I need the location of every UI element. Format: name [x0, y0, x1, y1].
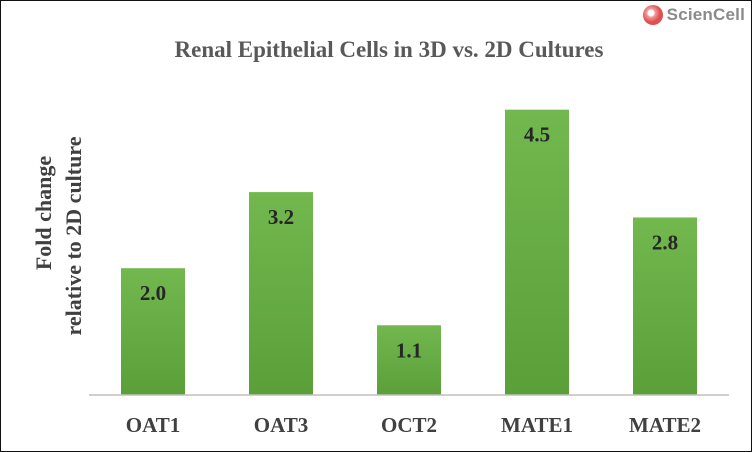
x-tick-label-mate1: MATE1 [501, 413, 573, 437]
x-tick-label-oat3: OAT3 [254, 413, 308, 437]
data-label-mate2: 2.8 [652, 230, 678, 254]
x-tick-label-mate2: MATE2 [629, 413, 701, 437]
data-label-oct2: 1.1 [396, 338, 422, 362]
sciencell-logo-icon [642, 5, 663, 25]
data-label-mate1: 4.5 [524, 123, 550, 147]
y-axis-label-line-2: relative to 2D culture [61, 136, 86, 335]
chart-title: Renal Epithelial Cells in 3D vs. 2D Cult… [175, 37, 604, 62]
data-label-oat3: 3.2 [268, 205, 294, 229]
x-tick-labels: OAT1 OAT3 OCT2 MATE1 MATE2 [126, 413, 701, 437]
data-label-oat1: 2.0 [140, 281, 166, 305]
bar-oat1 [121, 268, 185, 395]
bar-mate2 [633, 217, 697, 395]
sciencell-logo: ScienCell [642, 3, 745, 27]
bars-group: 2.0 3.2 1.1 4.5 2.8 [121, 109, 697, 396]
y-axis-label-line-1: Fold change [31, 156, 56, 271]
x-tick-label-oat1: OAT1 [126, 413, 180, 437]
x-tick-label-oct2: OCT2 [381, 413, 437, 437]
bar-mate1 [505, 109, 569, 396]
bar-oat3 [249, 192, 313, 395]
bar-oct2 [377, 325, 441, 395]
logo-text: ScienCell [666, 5, 745, 24]
